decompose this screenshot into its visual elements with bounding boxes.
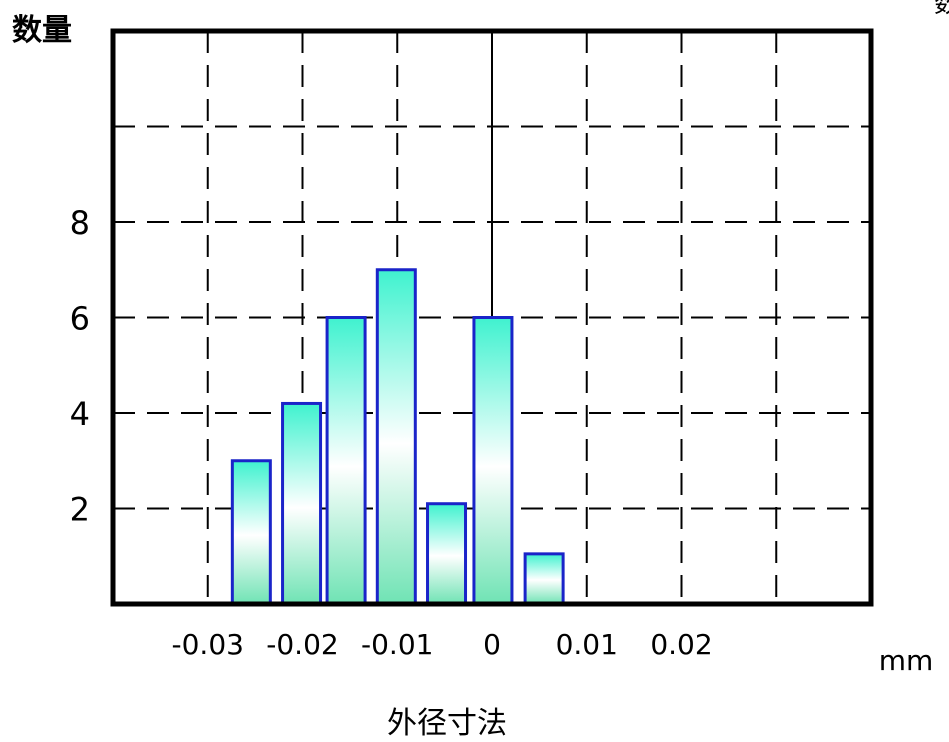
x-tick-labels: -0.03 -0.02 -0.01 0 0.01 0.02 (172, 628, 713, 661)
x-tick-label: 0 (483, 628, 501, 661)
y-tick-label: 2 (70, 491, 90, 529)
bar (230, 459, 272, 606)
x-tick-label: -0.03 (172, 628, 244, 661)
y-tick-label: 6 (70, 300, 90, 338)
x-tick-label: 0.02 (650, 628, 712, 661)
y-tick-labels: 2 4 6 8 (70, 204, 90, 529)
bar (472, 316, 514, 606)
bar (325, 316, 367, 606)
x-tick-label: -0.01 (361, 628, 433, 661)
x-tick-label: -0.02 (266, 628, 338, 661)
y-axis-label: 数量 (12, 13, 72, 48)
bars-group (230, 268, 565, 606)
x-axis-label: 外径寸法 (387, 706, 507, 741)
bar (426, 502, 468, 606)
bar (523, 552, 565, 606)
bar (281, 401, 323, 606)
y-tick-label: 4 (70, 395, 90, 433)
x-unit-label: mm (879, 644, 934, 677)
bar (375, 268, 417, 606)
plot-frame (110, 28, 874, 607)
x-tick-label: 0.01 (556, 628, 618, 661)
corner-text: 数 (934, 0, 949, 19)
y-tick-label: 8 (70, 204, 90, 242)
